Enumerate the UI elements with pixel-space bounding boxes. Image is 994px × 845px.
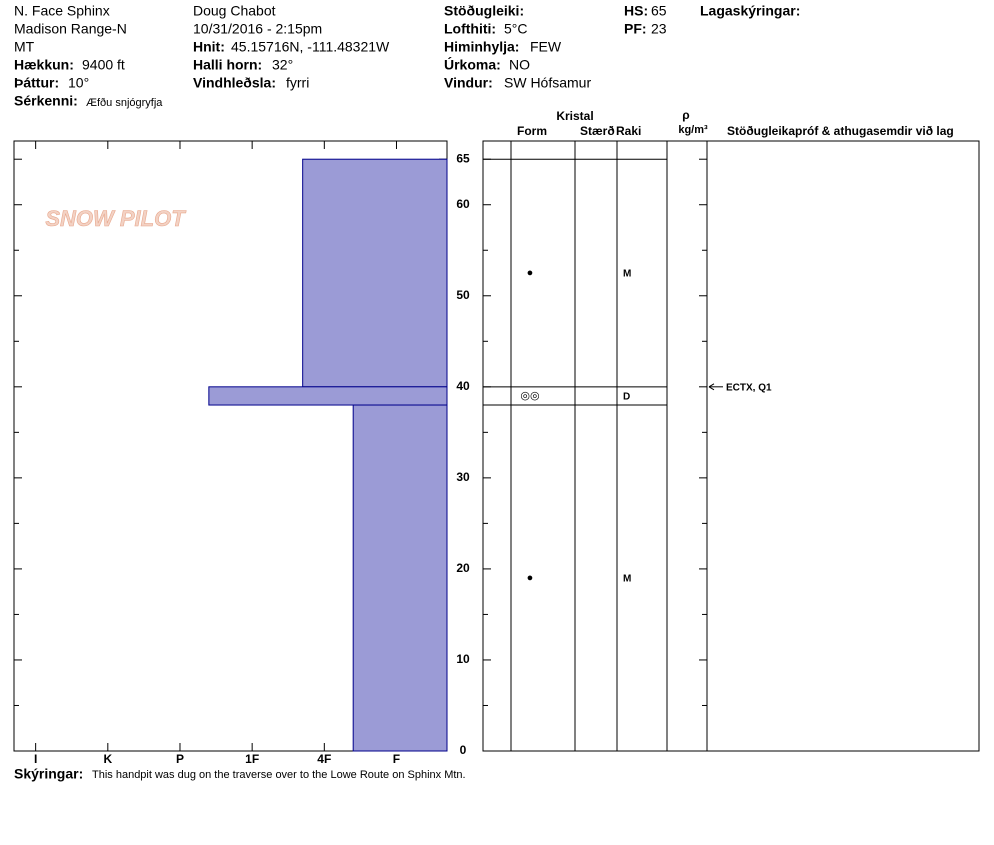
table-frame <box>482 140 980 752</box>
logo: SNOW PILOT <box>45 206 186 231</box>
field-value: Æfðu snjógryfja <box>86 97 163 109</box>
moisture: M <box>623 269 631 280</box>
footer-label: Skýringar: <box>14 766 83 782</box>
field-label: Himinhylja: <box>444 39 519 55</box>
field-value: NO <box>509 57 530 73</box>
field-value: 10° <box>68 75 89 91</box>
grain-form: ● <box>527 267 534 279</box>
x-tick-label: 1F <box>245 752 259 766</box>
field-value: FEW <box>530 39 562 55</box>
y-tick-label: 65 <box>456 151 470 165</box>
column-header: Stöðugleikapróf & athugasemdir við lag <box>727 124 954 138</box>
hardness-layer <box>302 158 448 388</box>
table-columns <box>510 141 708 751</box>
column-header: Form <box>517 124 547 138</box>
field-value: 23 <box>651 21 667 37</box>
y-tick-label: 0 <box>460 743 467 757</box>
field-label: Úrkoma: <box>444 56 501 73</box>
observer: Doug Chabot <box>193 3 276 19</box>
layer-notes: Lagaskýringar: <box>700 3 800 19</box>
y-tick-label: 30 <box>456 470 470 484</box>
footer-value: This handpit was dug on the traverse ove… <box>92 769 466 781</box>
field-label: Þáttur: <box>14 75 59 91</box>
field-label: Halli horn: <box>193 57 262 73</box>
x-tick-label: P <box>176 752 184 766</box>
datetime: 10/31/2016 - 2:15pm <box>193 21 322 37</box>
field-label: Stöðugleiki: <box>444 3 524 19</box>
field-value: fyrri <box>286 75 309 91</box>
x-tick-label: F <box>393 752 400 766</box>
field-label: Lofthiti: <box>444 21 496 37</box>
field-value: SW Hófsamur <box>504 75 591 91</box>
field-value: 32° <box>272 57 293 73</box>
field-label: Hækkun: <box>14 57 74 73</box>
location: N. Face Sphinx <box>14 3 110 19</box>
moisture: D <box>623 392 630 403</box>
field-label: HS: <box>624 3 648 19</box>
y-tick-label: 10 <box>456 652 470 666</box>
y-tick-label: 50 <box>456 288 470 302</box>
field-label: Hnit: <box>193 39 225 55</box>
field-value: 5°C <box>504 21 528 37</box>
field-value: 65 <box>651 3 667 19</box>
column-header: ρ <box>682 108 689 122</box>
field-value: 9400 ft <box>82 57 125 73</box>
hardness-layer <box>352 404 448 752</box>
test-label: ECTX, Q1 <box>726 382 772 393</box>
hardness-layer <box>208 386 448 406</box>
header: N. Face Sphinx Madison Range-N MT Hækkun… <box>14 3 800 109</box>
y-tick-label: 40 <box>456 379 470 393</box>
grain-form: ● <box>527 572 534 584</box>
column-header: Raki <box>616 124 641 138</box>
column-header: Kristal <box>556 109 593 123</box>
field-label: Vindur: <box>444 75 493 91</box>
range: Madison Range-N <box>14 21 127 37</box>
field-label: Vindhleðsla: <box>193 75 276 91</box>
moisture: M <box>623 574 631 585</box>
grain-form: ◎◎ <box>520 390 539 402</box>
x-tick-label: I <box>34 752 37 766</box>
x-tick-label: K <box>103 752 112 766</box>
column-header: Stærð <box>580 124 615 138</box>
field-label: Sérkenni: <box>14 93 78 109</box>
test-arrowhead <box>708 383 715 391</box>
state: MT <box>14 39 35 55</box>
x-tick-label: 4F <box>317 752 331 766</box>
field-label: PF: <box>624 21 647 37</box>
y-tick-label: 60 <box>456 197 470 211</box>
column-header: kg/m³ <box>678 124 708 136</box>
field-value: 45.15716N, -111.48321W <box>231 39 390 55</box>
y-tick-label: 20 <box>456 561 470 575</box>
